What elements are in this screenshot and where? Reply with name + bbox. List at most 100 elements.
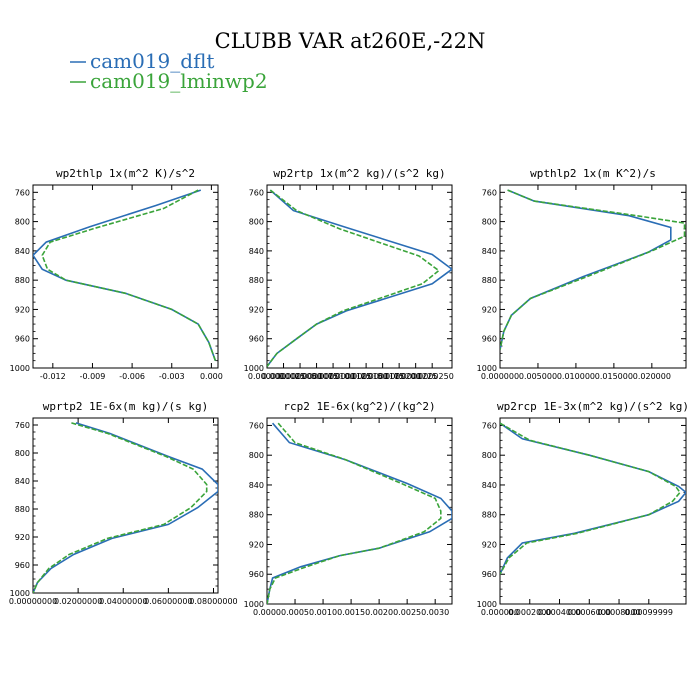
plot-frame [266,417,453,605]
x-tick-label: 0.0000050 [278,372,321,381]
x-tick-label: 0.0005 [281,608,309,617]
panel-title: wprtp2 1E-6x(m kg)/(s kg) [43,400,209,413]
x-tick-label: 0.0008000 [597,608,640,617]
y-tick-label: 960 [482,335,497,344]
x-tick-label: 0.015000 [595,372,633,381]
y-tick-label: 760 [15,188,30,197]
y-tick-label: 920 [249,540,264,549]
series-line-lminwp2 [33,422,208,593]
chart-panel: wp2rtp 1x(m^2 kg)/(s^2 kg) 760 800 840 880 92… [244,167,454,381]
series-line-dflt [500,422,686,575]
y-tick-label: 760 [249,421,264,430]
y-tick-label: 800 [482,218,497,227]
y-tick-label: 1000 [477,364,497,373]
plot-frame [499,417,687,605]
x-tick-label: -0.009 [80,372,106,381]
y-tick-label: 920 [249,305,264,314]
y-tick-label: 1000 [244,600,264,609]
x-tick-label: 0.0004000 [538,608,581,617]
y-tick-label: 800 [249,218,264,227]
y-tick-label: 880 [249,276,264,285]
x-tick-label: 0.0020 [365,608,393,617]
plot-frame [499,184,687,369]
x-tick-label: 0.0000075 [295,372,338,381]
y-tick-label: 840 [249,481,264,490]
y-tick-label: 920 [482,540,497,549]
x-tick-label: 0.000000 [481,608,519,617]
y-tick-label: 880 [15,505,30,514]
x-tick-label: 0.0000125 [328,372,371,381]
plot-frame [266,184,453,369]
y-tick-label: 760 [15,421,30,430]
series-line-dflt [33,189,217,361]
x-tick-label: 0.06000000 [144,597,192,606]
series-line-lminwp2 [267,189,441,367]
y-tick-label: 1000 [477,600,497,609]
y-tick-label: 880 [482,276,497,285]
x-tick-label: 0.0000025 [262,372,305,381]
x-tick-label: 0.08000000 [189,597,237,606]
y-tick-label: 960 [15,561,30,570]
series-line-lminwp2 [500,189,686,350]
panel-title: rcp2 1E-6x(kg^2)/(kg^2) [283,400,435,413]
chart-panel: wp2thlp 1x(m^2 K)/s^2 760 800 840 880 920 960 1… [10,167,223,381]
y-tick-label: 880 [249,511,264,520]
y-tick-label: 760 [249,188,264,197]
y-tick-label: 960 [15,335,30,344]
x-tick-label: 0.020000 [633,372,671,381]
x-tick-label: 0.02000000 [54,597,102,606]
x-tick-label: 0.000000 [248,372,286,381]
panel-title: wp2thlp 1x(m^2 K)/s^2 [56,167,195,180]
x-tick-label: 0.0000150 [344,372,387,381]
series-line-lminwp2 [500,422,682,575]
x-tick-label: 0.00000000 [9,597,57,606]
x-tick-label: -0.006 [119,372,145,381]
x-tick-label: 0.0002000 [508,608,551,617]
legend-entry: cam019_dflt [90,49,214,73]
x-tick-label: 0.000000 [481,372,519,381]
x-tick-label: 0.0000100 [311,372,354,381]
x-tick-label: -0.012 [40,372,66,381]
series-line-dflt [267,422,452,604]
chart-panel: wp2rcp 1E-3x(m^2 kg)/(s^2 kg)760 800 840 88… [477,400,689,617]
y-tick-label: 1000 [244,364,264,373]
series-line-dflt [33,422,218,593]
series-line-dflt [500,189,672,350]
plot-frame [32,184,219,369]
series-line-lminwp2 [41,189,217,361]
x-tick-label: 0.000 [200,372,223,381]
y-tick-label: 1000 [10,589,30,598]
x-tick-label: 0.0000225 [394,372,437,381]
panel-title: wp2rtp 1x(m^2 kg)/(s^2 kg) [273,167,445,180]
x-tick-label: 0.0000250 [411,372,454,381]
x-tick-label: 0.005000 [519,372,557,381]
x-tick-label: 0.0010 [309,608,337,617]
y-tick-label: 800 [249,451,264,460]
y-tick-label: 840 [482,481,497,490]
panel-title: wp2rcp 1E-3x(m^2 kg)/(s^2 kg) [497,400,689,413]
panel-title: wpthlp2 1x(m K^2)/s [530,167,656,180]
y-tick-label: 960 [249,335,264,344]
y-tick-label: 840 [15,477,30,486]
panels: wp2thlp 1x(m^2 K)/s^2 760 800 840 880 920 960 1… [9,167,689,617]
y-tick-label: 760 [482,188,497,197]
x-tick-label: 0.0006000 [568,608,611,617]
y-tick-label: 960 [482,570,497,579]
figure-title: CLUBB VAR at260E,-22N [215,29,486,53]
x-tick-label: 0.0030 [421,608,449,617]
y-tick-label: 920 [15,305,30,314]
x-tick-label: 0.00099999 [625,608,673,617]
chart-panel: wpthlp2 1x(m K^2)/s 760 800 840 880 920 960 100… [477,167,687,381]
x-tick-label: -0.003 [159,372,185,381]
y-tick-label: 800 [482,451,497,460]
y-tick-label: 920 [482,305,497,314]
y-tick-label: 760 [482,421,497,430]
y-tick-label: 800 [15,449,30,458]
series-line-dflt [267,189,452,367]
plot-frame [32,417,219,594]
chart-panel: rcp2 1E-6x(kg^2)/(kg^2) 760 800 840 880 920 96… [244,400,453,617]
x-tick-label: 0.04000000 [99,597,147,606]
legend-entry: cam019_lminwp2 [90,69,268,93]
x-tick-label: 0.010000 [557,372,595,381]
